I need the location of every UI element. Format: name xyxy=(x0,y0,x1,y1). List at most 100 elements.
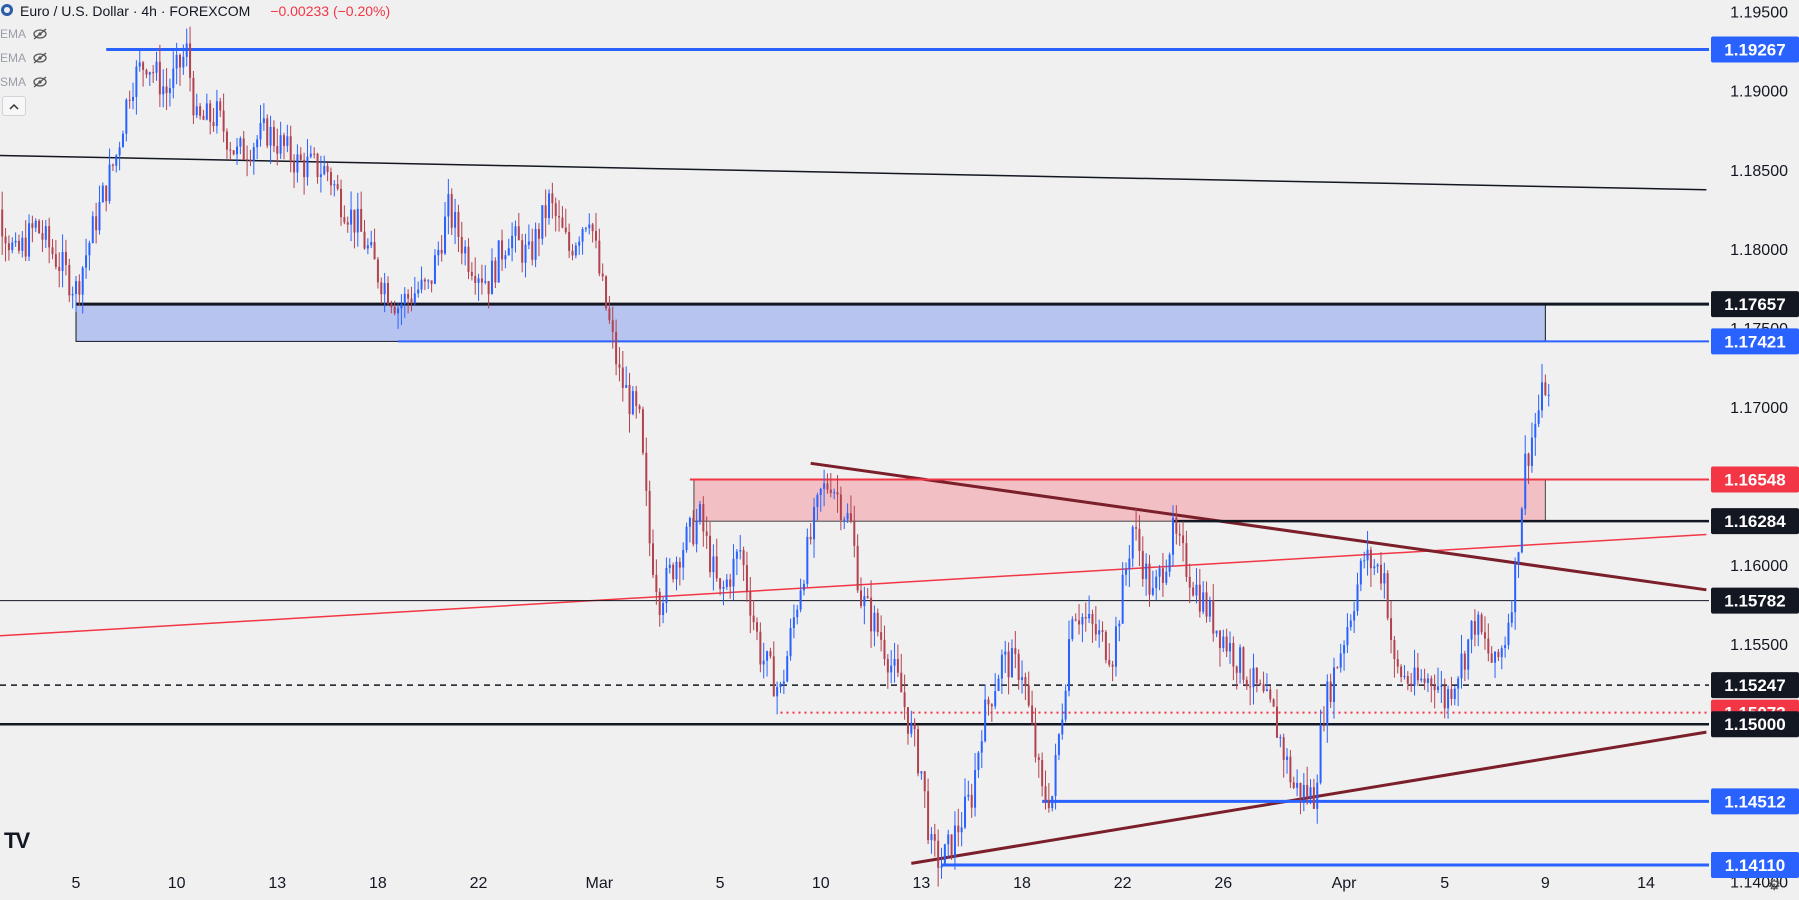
candle-body xyxy=(843,519,846,521)
candle-body xyxy=(1447,689,1450,709)
candle-body xyxy=(1483,632,1486,639)
candle-body xyxy=(695,521,698,545)
candle-body xyxy=(1500,648,1503,658)
candle-body xyxy=(1178,533,1181,536)
candle-body xyxy=(1171,517,1174,555)
candle-body xyxy=(487,281,490,295)
eye-crossed-icon[interactable] xyxy=(32,76,48,88)
candle-body xyxy=(1423,678,1426,683)
x-tick-label: 13 xyxy=(268,875,286,892)
candle-body xyxy=(1071,619,1074,640)
candle-body xyxy=(460,237,463,254)
candle-body xyxy=(1047,800,1050,809)
candle-body xyxy=(105,185,108,202)
symbol-title[interactable]: Euro / U.S. Dollar · 4h · FOREXCOM xyxy=(20,3,251,19)
eye-crossed-icon[interactable] xyxy=(32,28,48,40)
candle-body xyxy=(786,656,789,682)
price-label-text: 1.15247 xyxy=(1724,676,1785,695)
candle-body xyxy=(923,771,926,792)
candle-body xyxy=(548,193,551,219)
price-label-badge xyxy=(1711,466,1799,493)
price-label-badge xyxy=(1711,291,1799,318)
candle-body xyxy=(621,367,624,388)
candle-body xyxy=(1138,528,1141,551)
price-label-text: 1.17421 xyxy=(1724,332,1785,351)
candle-body xyxy=(88,243,91,256)
candle-body xyxy=(1249,686,1252,688)
candle-body xyxy=(454,211,457,228)
candle-body xyxy=(484,281,487,283)
candle-body xyxy=(796,609,799,618)
candle-body xyxy=(571,250,574,256)
price-label-badge xyxy=(1711,788,1799,815)
candle-body xyxy=(578,241,581,246)
candle-body xyxy=(1279,737,1282,739)
candle-body xyxy=(1463,653,1466,670)
candle-body xyxy=(1376,564,1379,567)
candle-body xyxy=(386,282,389,304)
candle-body xyxy=(1339,653,1342,668)
collapse-legend-button[interactable] xyxy=(2,96,26,116)
candle-body xyxy=(4,236,7,244)
candle-body xyxy=(1450,689,1453,699)
indicator-sma[interactable]: SMA xyxy=(0,70,390,94)
candle-body xyxy=(618,364,621,368)
candle-body xyxy=(511,235,514,249)
candle-body xyxy=(11,242,14,251)
candle-body xyxy=(833,492,836,494)
candle-body xyxy=(1034,722,1037,758)
indicator-ema-1[interactable]: EMA xyxy=(0,22,390,46)
candle-body xyxy=(1198,584,1201,612)
candle-body xyxy=(1195,584,1198,596)
eye-crossed-icon[interactable] xyxy=(32,52,48,64)
candle-body xyxy=(906,707,909,734)
candle-body xyxy=(1131,527,1134,559)
candle-body xyxy=(366,245,369,249)
symbol-icon[interactable] xyxy=(0,3,14,20)
candle-body xyxy=(1530,437,1533,466)
candle-body xyxy=(239,138,242,147)
candle-body xyxy=(54,254,57,267)
candle-body xyxy=(95,216,98,231)
candle-body xyxy=(189,43,192,78)
candle-body xyxy=(430,280,433,284)
price-label-text: 1.15782 xyxy=(1724,592,1785,611)
candle-body xyxy=(148,72,151,75)
candle-body xyxy=(1061,719,1064,735)
candle-body xyxy=(403,293,406,304)
candle-body xyxy=(497,240,500,283)
candle-body xyxy=(111,164,114,166)
candle-body xyxy=(101,185,104,203)
candle-body xyxy=(1125,569,1128,575)
candle-body xyxy=(205,103,208,120)
candle-body xyxy=(1245,679,1248,687)
candle-body xyxy=(1135,527,1138,529)
candle-body xyxy=(1420,678,1423,681)
candle-body xyxy=(943,844,946,866)
candle-body xyxy=(849,513,852,522)
candle-body xyxy=(1188,576,1191,588)
candle-body xyxy=(876,612,879,633)
candle-body xyxy=(353,209,356,233)
candle-body xyxy=(927,791,930,841)
candle-body xyxy=(816,494,819,507)
candle-body xyxy=(215,101,218,127)
candle-body xyxy=(195,106,198,116)
candle-body xyxy=(685,526,688,551)
tradingview-logo[interactable]: TV xyxy=(4,828,30,853)
candle-body xyxy=(984,699,987,742)
candle-body xyxy=(1356,584,1359,612)
candle-body xyxy=(893,659,896,666)
candle-body xyxy=(282,135,285,146)
candle-body xyxy=(1229,642,1232,652)
candle-body xyxy=(1322,724,1325,726)
candle-body xyxy=(1242,647,1245,680)
candle-body xyxy=(977,752,980,770)
candle-body xyxy=(1346,626,1349,646)
y-tick-label: 1.19000 xyxy=(1730,84,1788,101)
indicator-ema-2[interactable]: EMA xyxy=(0,46,390,70)
candle-body xyxy=(269,126,272,146)
candle-body xyxy=(1309,787,1312,798)
gear-icon[interactable]: ⚙ xyxy=(1767,877,1781,894)
